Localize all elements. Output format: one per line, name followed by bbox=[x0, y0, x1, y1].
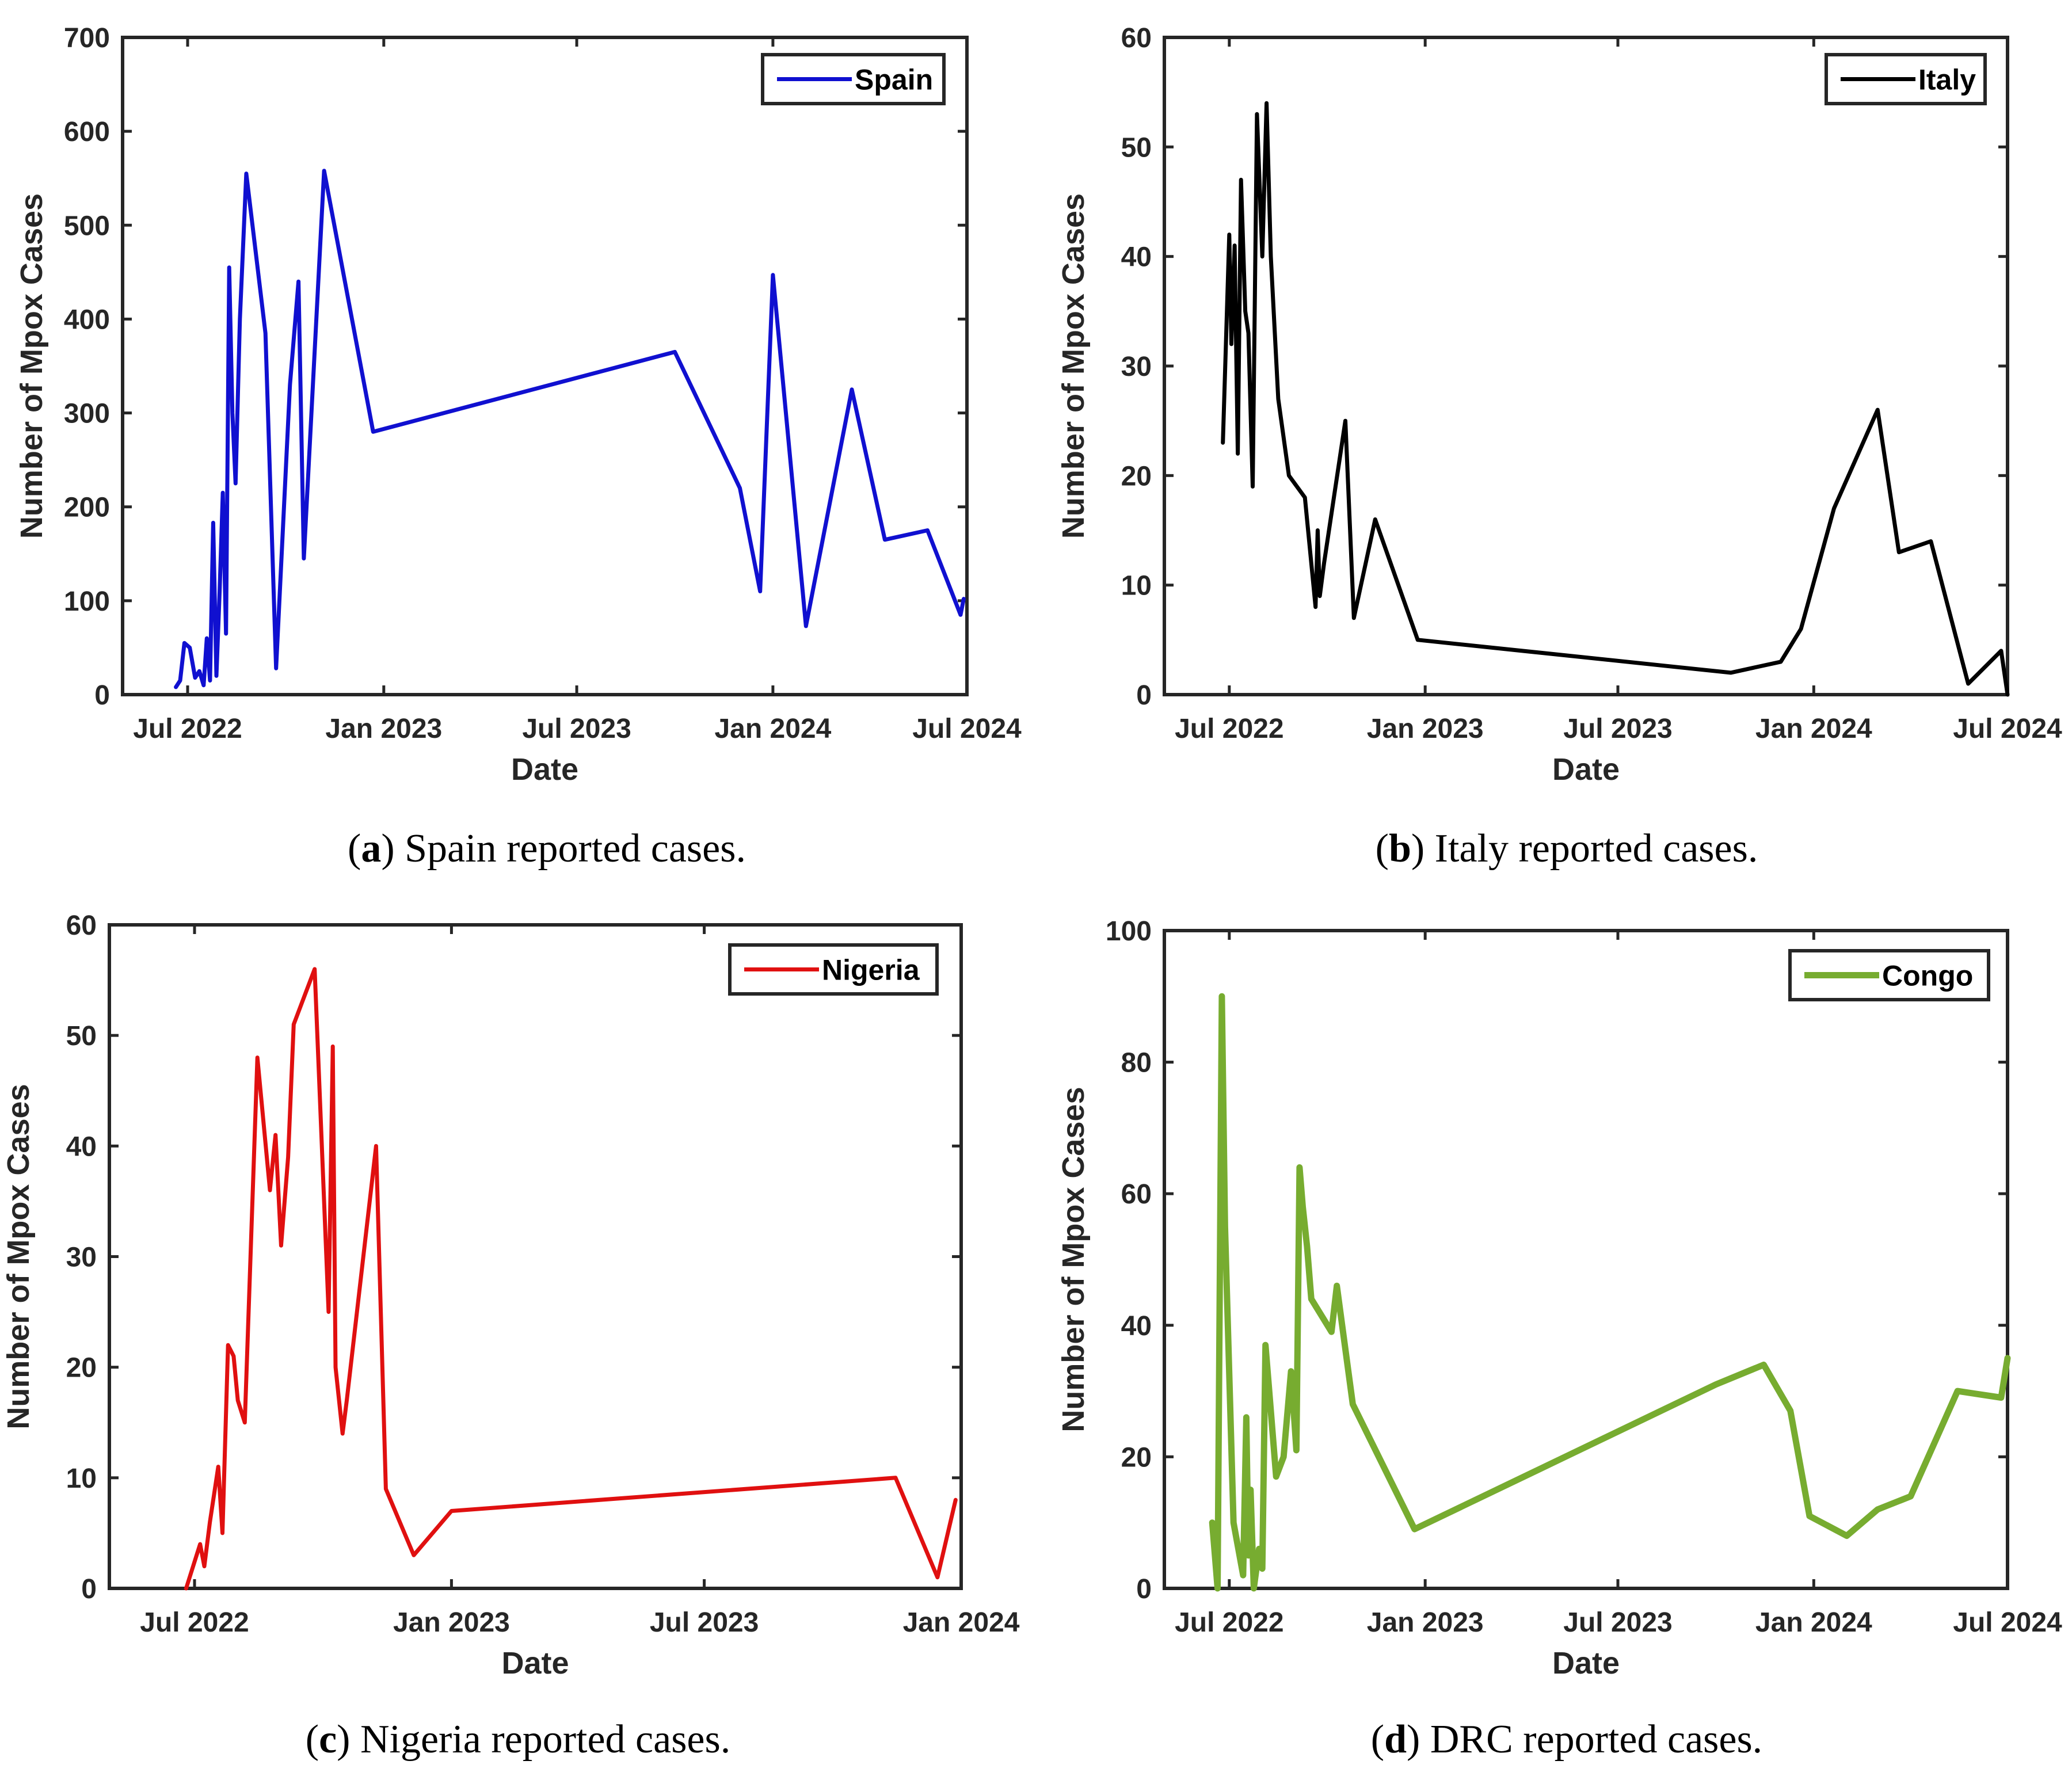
x-tick-label: Jul 2023 bbox=[650, 1607, 759, 1638]
y-tick-label: 40 bbox=[66, 1131, 97, 1162]
y-tick-label: 20 bbox=[66, 1353, 97, 1384]
legend: Congo bbox=[1788, 949, 1990, 1001]
y-tick-label: 60 bbox=[66, 910, 97, 941]
y-tick-label: 10 bbox=[1121, 571, 1152, 601]
x-tick-label: Jul 2022 bbox=[1175, 714, 1283, 744]
y-tick-label: 600 bbox=[64, 117, 110, 147]
x-tick-label: Jan 2023 bbox=[1367, 1607, 1484, 1638]
x-tick-label: Jan 2024 bbox=[1755, 1607, 1872, 1638]
y-tick-label: 80 bbox=[1121, 1048, 1152, 1078]
x-tick-label: Jul 2022 bbox=[140, 1607, 249, 1638]
y-tick-label: 20 bbox=[1121, 461, 1152, 491]
y-tick-label: 0 bbox=[1136, 680, 1152, 711]
legend: Italy bbox=[1825, 53, 1987, 105]
legend-label: Congo bbox=[1882, 960, 1973, 992]
legend-label: Nigeria bbox=[822, 954, 920, 986]
x-tick-label: Jul 2022 bbox=[133, 714, 242, 744]
x-tick-label: Jul 2024 bbox=[912, 714, 1022, 744]
axes-box bbox=[1163, 929, 2009, 1590]
caption-paren-open: ( bbox=[1376, 826, 1389, 871]
caption: (c) Nigeria reported cases. bbox=[306, 1717, 731, 1762]
axes-box bbox=[1163, 36, 2009, 696]
x-tick-label: Jan 2024 bbox=[1755, 714, 1872, 744]
x-tick-label: Jan 2023 bbox=[325, 714, 442, 744]
y-tick-label: 60 bbox=[1121, 23, 1152, 54]
series-line-nigeria bbox=[184, 967, 958, 1591]
y-tick-label: 100 bbox=[64, 586, 110, 617]
y-tick-label: 40 bbox=[1121, 1311, 1152, 1341]
x-tick-label: Jan 2023 bbox=[1367, 714, 1484, 744]
y-tick-label: 200 bbox=[64, 493, 110, 523]
y-tick-label: 0 bbox=[94, 680, 110, 711]
y-tick-label: 0 bbox=[81, 1574, 97, 1605]
caption-text: ) DRC reported cases. bbox=[1407, 1717, 1762, 1762]
y-tick-label: 20 bbox=[1121, 1442, 1152, 1473]
y-tick-label: 400 bbox=[64, 304, 110, 335]
x-tick-label: Jul 2023 bbox=[1563, 714, 1672, 744]
caption-text: ) Nigeria reported cases. bbox=[337, 1717, 730, 1762]
legend: Spain bbox=[761, 53, 946, 105]
y-tick-label: 100 bbox=[1106, 916, 1152, 947]
caption-text: ) Italy reported cases. bbox=[1411, 826, 1758, 871]
legend-label: Italy bbox=[1918, 64, 1976, 96]
axes-box bbox=[121, 36, 969, 696]
y-axis-label: Number of Mpox Cases bbox=[14, 193, 49, 539]
x-tick-label: Jan 2024 bbox=[714, 714, 831, 744]
caption-letter: b bbox=[1389, 826, 1411, 871]
x-tick-label: Jul 2023 bbox=[522, 714, 631, 744]
series-line-congo bbox=[1209, 993, 2011, 1592]
x-tick-label: Jan 2024 bbox=[903, 1607, 1020, 1638]
caption-letter: a bbox=[361, 826, 381, 871]
axes-box bbox=[108, 923, 963, 1590]
y-tick-label: 30 bbox=[1121, 352, 1152, 382]
y-tick-label: 50 bbox=[66, 1021, 97, 1051]
series-line-spain bbox=[174, 169, 966, 689]
y-tick-label: 0 bbox=[1136, 1574, 1152, 1605]
x-axis-label: Date bbox=[501, 1646, 569, 1680]
y-axis-label: Number of Mpox Cases bbox=[1056, 193, 1091, 539]
x-tick-label: Jul 2022 bbox=[1175, 1607, 1283, 1638]
y-tick-label: 500 bbox=[64, 211, 110, 241]
chart-panel-d: 0 20 40 60 80 100 Jul 2022 Jan 2023 Jul 2023 Jan … bbox=[1056, 916, 2062, 1762]
caption-letter: c bbox=[319, 1717, 337, 1762]
x-tick-label: Jul 2024 bbox=[1953, 1607, 2062, 1638]
chart-panel-b: 0 10 20 30 40 50 60 Jul 2022 Jan 2023 Jul 2023 Jan… bbox=[1056, 23, 2062, 871]
y-tick-label: 60 bbox=[1121, 1179, 1152, 1210]
x-axis-label: Date bbox=[1552, 752, 1620, 787]
x-tick-label: Jan 2023 bbox=[393, 1607, 510, 1638]
y-tick-label: 50 bbox=[1121, 132, 1152, 163]
x-axis-label: Date bbox=[511, 752, 578, 787]
x-axis-label: Date bbox=[1552, 1646, 1620, 1680]
y-tick-label: 30 bbox=[66, 1243, 97, 1273]
y-axis-label: Number of Mpox Cases bbox=[1, 1084, 36, 1429]
y-tick-label: 300 bbox=[64, 399, 110, 429]
caption-paren-open: ( bbox=[1371, 1717, 1384, 1762]
y-tick-label: 40 bbox=[1121, 242, 1152, 273]
caption-paren-open: ( bbox=[306, 1717, 319, 1762]
caption-text: ) Spain reported cases. bbox=[381, 826, 746, 871]
caption: (a) Spain reported cases. bbox=[348, 826, 746, 871]
y-tick-label: 10 bbox=[66, 1464, 97, 1494]
y-tick-label: 700 bbox=[64, 23, 110, 54]
chart-panel-a: 0 100 200 300 400 500 600 700 Jul 2022 Jan 2023 Ju… bbox=[14, 23, 1022, 871]
x-tick-label: Jul 2023 bbox=[1563, 1607, 1672, 1638]
y-axis-label: Number of Mpox Cases bbox=[1056, 1087, 1091, 1432]
caption: (d) DRC reported cases. bbox=[1371, 1717, 1762, 1762]
legend-label: Spain bbox=[855, 64, 933, 96]
series-line-italy bbox=[1221, 101, 2010, 697]
chart-panel-c: 0 10 20 30 40 50 60 Jul 2022 Jan 2023 Jul 2023 Jan… bbox=[1, 910, 1020, 1762]
caption: (b) Italy reported cases. bbox=[1376, 826, 1758, 871]
x-tick-label: Jul 2024 bbox=[1953, 714, 2062, 744]
caption-letter: d bbox=[1384, 1717, 1407, 1762]
legend: Nigeria bbox=[728, 943, 939, 996]
caption-paren-open: ( bbox=[348, 826, 361, 871]
